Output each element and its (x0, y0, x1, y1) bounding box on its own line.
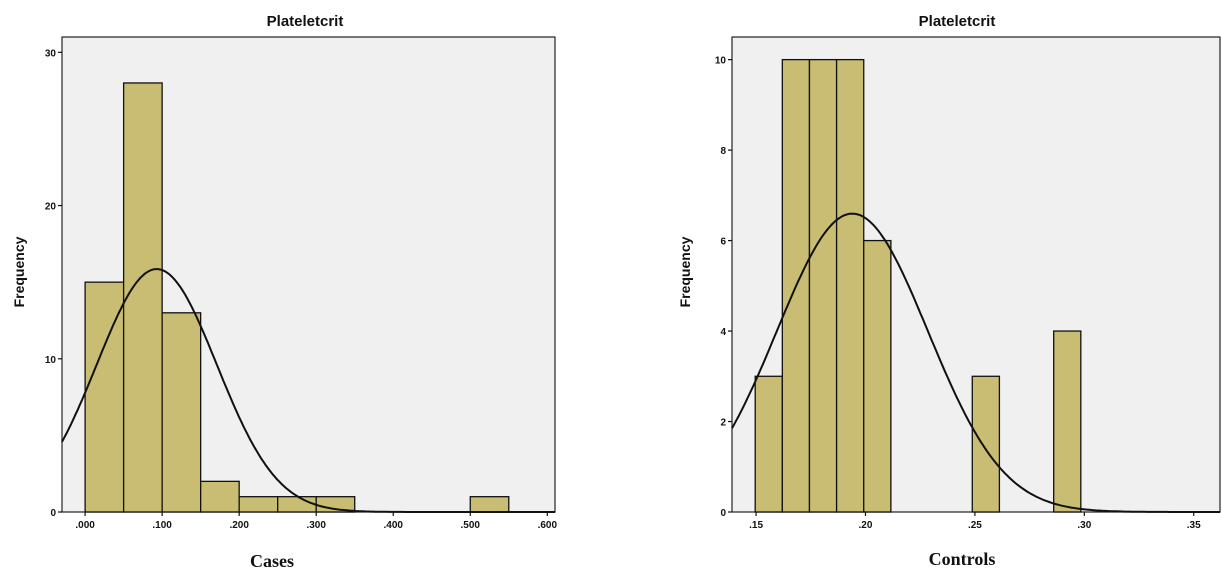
normal-curve (61, 268, 555, 513)
y-tick-label: 8 (720, 146, 726, 157)
histogram-bar (754, 375, 783, 513)
histogram-bar (835, 58, 865, 513)
y-tick-label: 10 (715, 56, 727, 67)
histogram-bar (469, 496, 510, 513)
y-axis-label: Frequency (677, 236, 693, 307)
histogram-bar (808, 58, 838, 513)
histogram-bar (84, 281, 125, 513)
y-tick-label: 10 (45, 355, 57, 366)
cases-histogram: Plateletcrit Frequency Cases 0 10 20 30 .000… (11, 13, 557, 571)
x-tick-label: .30 (1077, 520, 1091, 531)
x-tick-label: .200 (229, 520, 249, 531)
chart-title: Plateletcrit (919, 13, 996, 30)
x-tick-label: .100 (152, 520, 172, 531)
x-tick-label: .300 (306, 520, 326, 531)
histogram-bar (863, 239, 892, 513)
x-tick-label: .35 (1187, 520, 1201, 531)
normal-curve (731, 212, 1220, 513)
x-axis-label: Cases (250, 551, 294, 571)
y-tick-label: 0 (720, 508, 726, 519)
histogram-bar (200, 480, 240, 513)
y-tick-label: 0 (50, 508, 56, 519)
x-tick-label: .000 (75, 520, 95, 531)
x-tick-label: .500 (461, 520, 481, 531)
x-tick-label: .20 (859, 520, 873, 531)
histogram-bar (122, 82, 163, 513)
histogram-bar (971, 375, 1001, 513)
x-axis-label: Controls (929, 549, 996, 569)
x-tick-label: .600 (538, 520, 558, 531)
x-tick-label: .25 (968, 520, 982, 531)
y-tick-label: 2 (720, 418, 726, 429)
y-tick-label: 20 (45, 202, 57, 213)
y-tick-label: 4 (720, 327, 726, 338)
y-tick-label: 6 (720, 237, 726, 248)
chart-title: Plateletcrit (267, 13, 344, 30)
histogram-bar (277, 496, 317, 513)
histogram-bar (238, 496, 279, 513)
y-tick-label: 30 (45, 48, 57, 59)
y-axis-label: Frequency (11, 236, 27, 307)
controls-histogram: Plateletcrit Frequency Controls 0 2 4 6 8 10.… (677, 13, 1221, 569)
x-tick-label: .400 (384, 520, 404, 531)
histogram-bar (161, 312, 202, 513)
histogram-bar (1053, 330, 1082, 513)
x-tick-label: .15 (749, 520, 763, 531)
